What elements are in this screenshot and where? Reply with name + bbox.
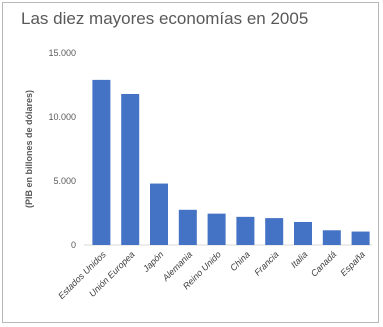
x-tick-label: Italia bbox=[289, 249, 310, 270]
y-axis-title: (PIB en billones de dólares) bbox=[24, 90, 34, 208]
x-tick-label: Japón bbox=[140, 249, 165, 274]
x-tick-label: Canadá bbox=[309, 249, 338, 278]
bar-estados-unidos bbox=[92, 79, 111, 245]
bar-unión-europea bbox=[121, 93, 140, 246]
y-tick-label: 10.000 bbox=[48, 112, 76, 122]
bar-francia bbox=[265, 218, 284, 245]
bar-alemania bbox=[178, 209, 197, 245]
bar-españa bbox=[351, 231, 370, 245]
chart-frame bbox=[2, 2, 379, 323]
y-tick-label: 0 bbox=[71, 240, 76, 250]
x-tick-label: China bbox=[228, 249, 252, 273]
bar-china bbox=[236, 216, 255, 245]
bar-canadá bbox=[322, 230, 341, 245]
y-tick-label: 5.000 bbox=[53, 176, 76, 186]
chart-title: Las diez mayores economías en 2005 bbox=[21, 9, 309, 28]
x-tick-label: España bbox=[338, 249, 367, 278]
x-tick-label: Estados Unidos bbox=[56, 249, 108, 301]
x-tick-label: Francia bbox=[252, 249, 280, 277]
bar-italia bbox=[294, 221, 312, 245]
bar-japón bbox=[150, 183, 168, 245]
y-tick-label: 15.000 bbox=[48, 48, 76, 58]
bar-reino-unido bbox=[207, 213, 226, 245]
